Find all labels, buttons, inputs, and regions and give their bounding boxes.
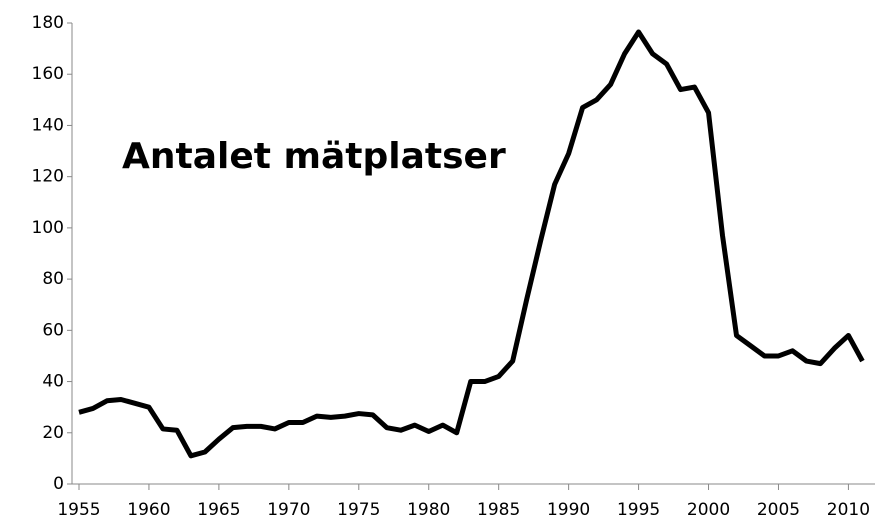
x-tick-label: 1965 <box>197 500 240 520</box>
x-tick-label: 1970 <box>267 500 310 520</box>
x-tick-label: 1980 <box>407 500 450 520</box>
x-tick-label: 2010 <box>827 500 870 520</box>
y-tick-label: 0 <box>53 474 64 494</box>
y-tick-label: 180 <box>32 13 64 33</box>
data-line <box>78 29 865 459</box>
y-tick-label: 40 <box>42 372 64 392</box>
y-tick-label: 140 <box>32 115 64 135</box>
x-tick-label: 1990 <box>547 500 590 520</box>
x-tick-label: 2005 <box>757 500 800 520</box>
x-tick-label: 2000 <box>687 500 730 520</box>
x-tick-label: 1955 <box>57 500 100 520</box>
y-tick-label: 120 <box>32 167 64 187</box>
annotation: Antalet mätplatser <box>122 136 506 177</box>
y-tick-label: 20 <box>42 423 64 443</box>
x-tick-label: 1995 <box>617 500 660 520</box>
y-tick-label: 60 <box>42 320 64 340</box>
y-tick-label: 80 <box>42 269 64 289</box>
x-tick-label: 1975 <box>337 500 380 520</box>
y-tick-label: 160 <box>32 64 64 84</box>
x-tick-label: 1960 <box>127 500 170 520</box>
y-tick-label: 100 <box>32 218 64 238</box>
x-tick-label: 1985 <box>477 500 520 520</box>
